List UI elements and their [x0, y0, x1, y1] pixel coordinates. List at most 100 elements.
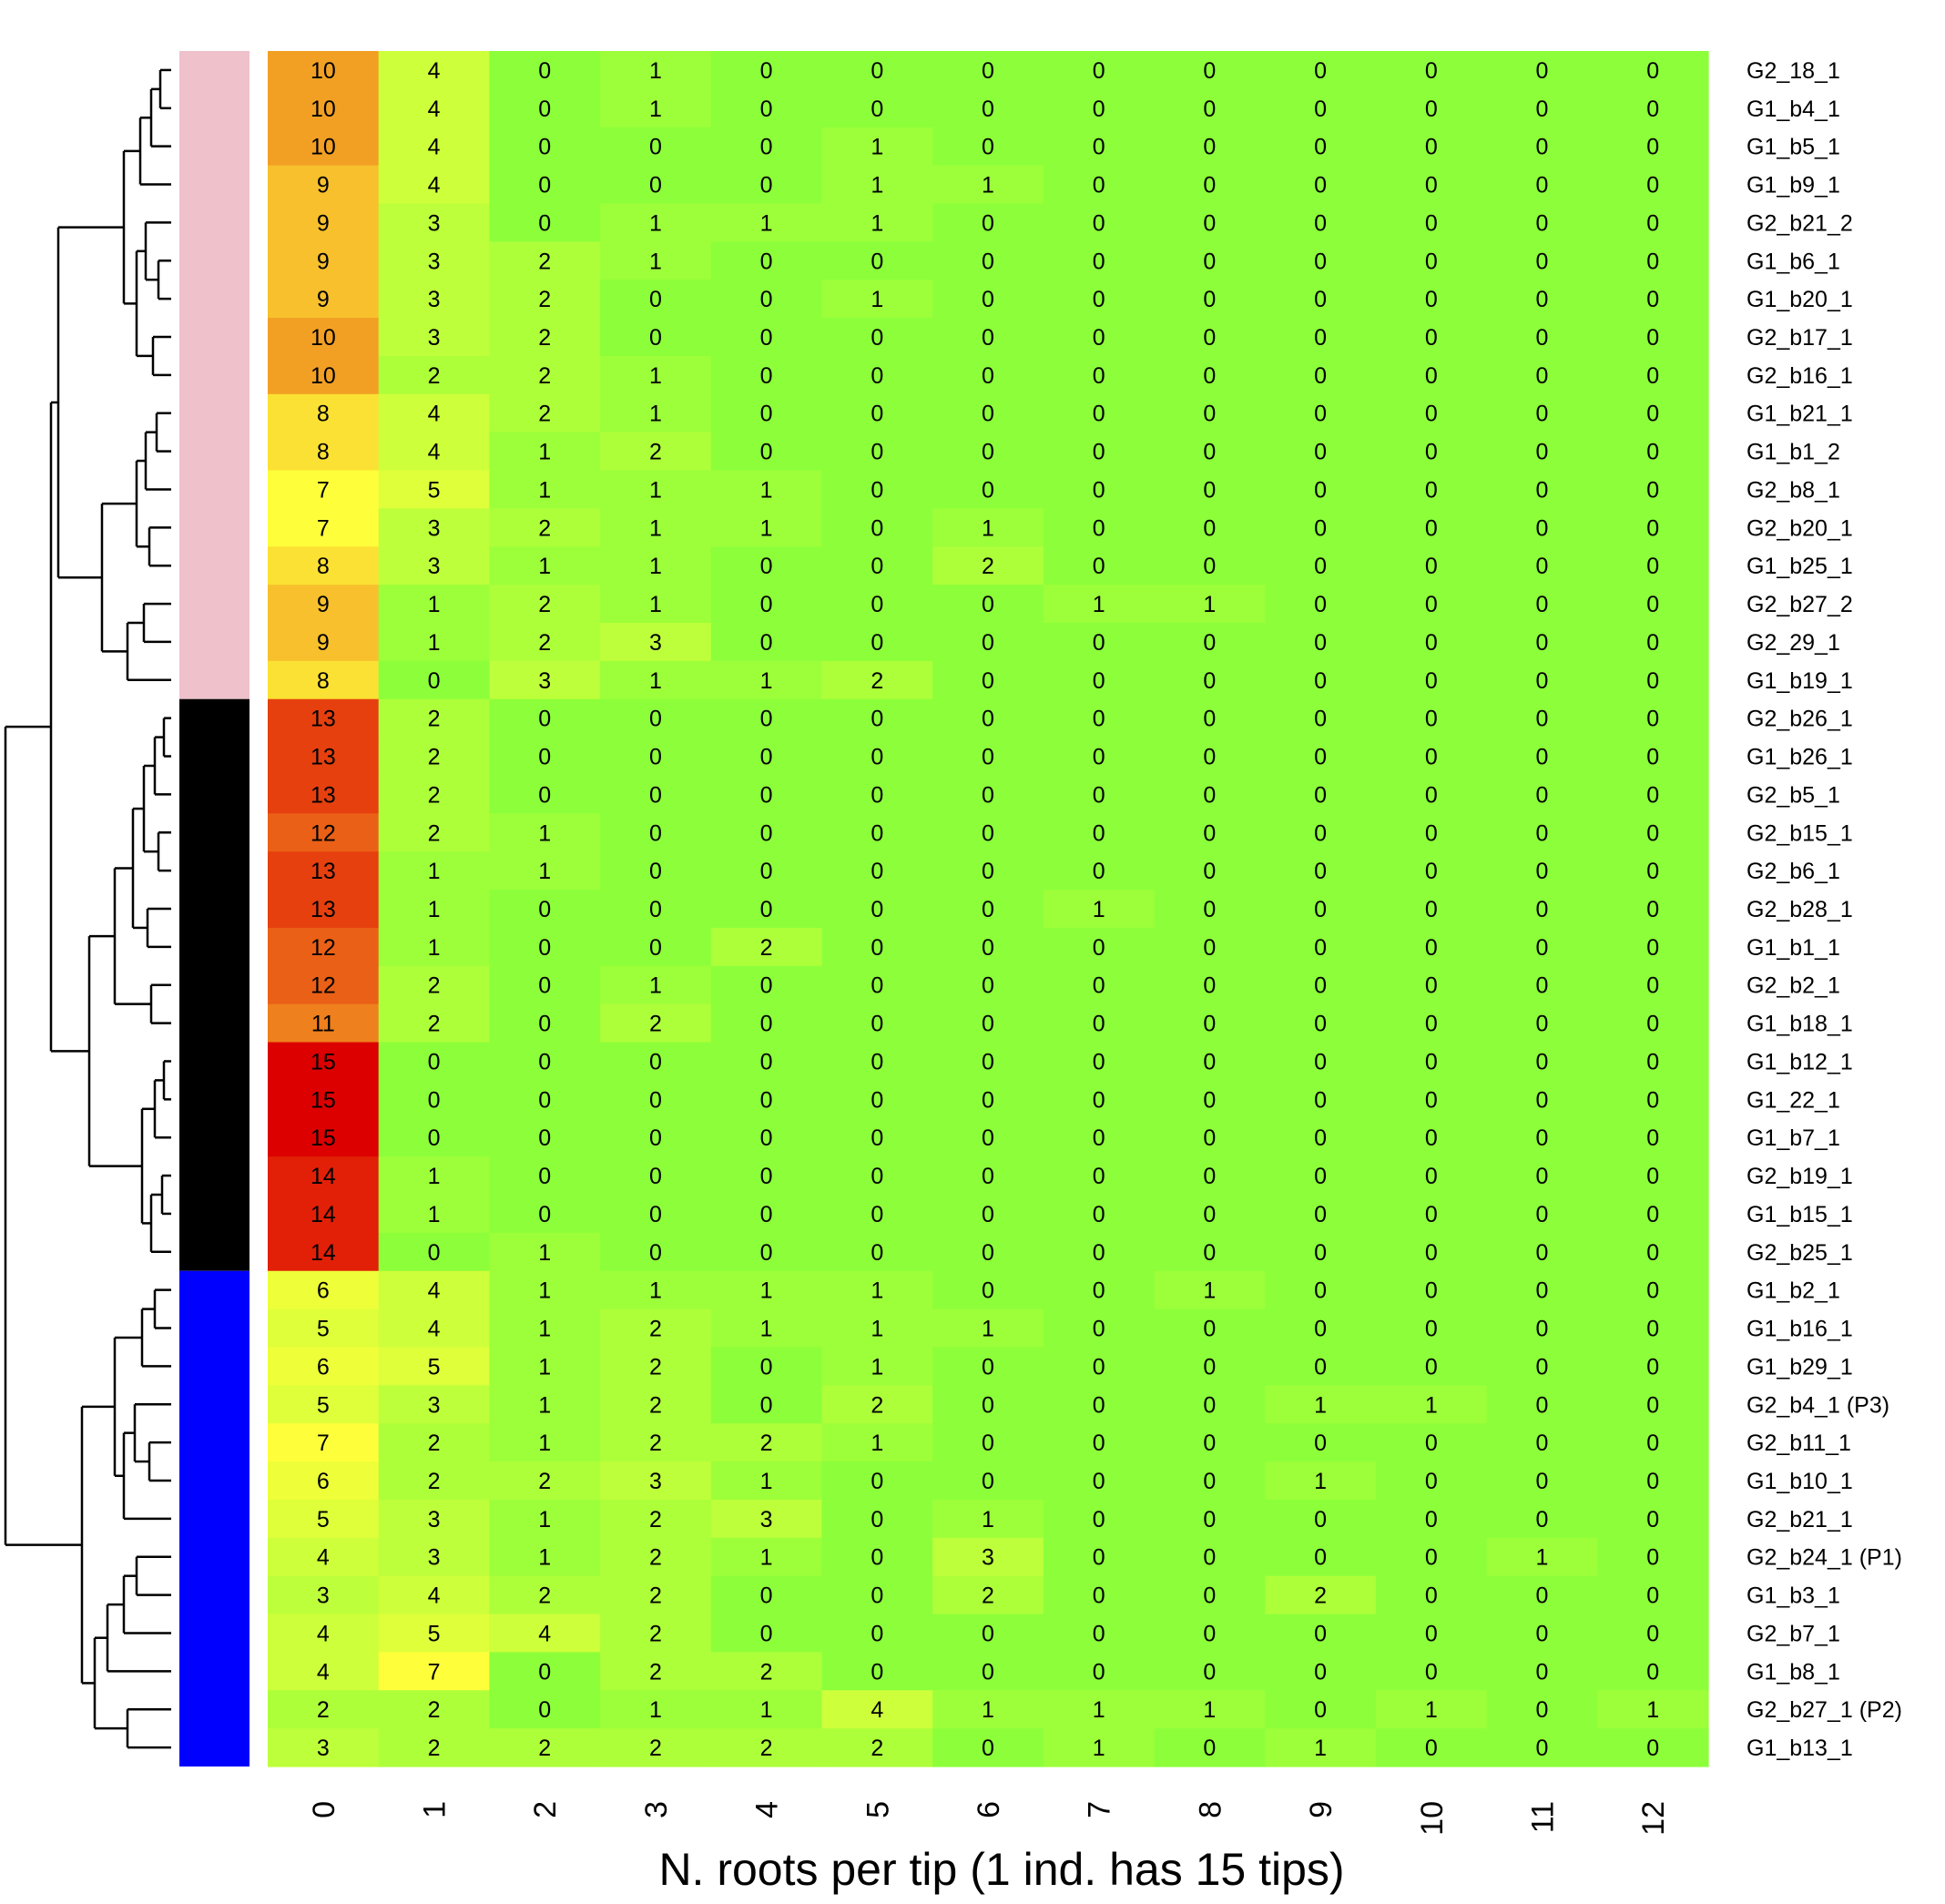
heatmap-cell: [1486, 1042, 1598, 1081]
heatmap-cell: [1265, 508, 1377, 547]
heatmap-cell: [1043, 1423, 1156, 1462]
cell-value: 0: [1314, 515, 1327, 541]
row-label: G1_b12_1: [1746, 1049, 1853, 1074]
heatmap-cell: [1043, 1232, 1156, 1272]
cell-value: 0: [1536, 554, 1549, 579]
cell-value: 7: [428, 1659, 441, 1685]
heatmap-cell: [932, 851, 1044, 891]
heatmap-cell: [1265, 1003, 1377, 1044]
heatmap-cell: [378, 1156, 490, 1196]
heatmap-cell: [268, 660, 380, 700]
heatmap-cell: [378, 623, 490, 662]
cell-value: 0: [982, 782, 994, 808]
cell-value: 1: [1536, 1545, 1549, 1571]
heatmap-cell: [1597, 1118, 1709, 1157]
heatmap-cell: [378, 127, 490, 167]
cell-value: 0: [1314, 668, 1327, 694]
heatmap-cell: [710, 813, 823, 852]
heatmap-cell: [932, 1042, 1044, 1081]
cell-value: 0: [1203, 58, 1216, 84]
heatmap-cell: [268, 1080, 380, 1119]
heatmap-cell: [1375, 1499, 1488, 1539]
heatmap-cell: [932, 813, 1044, 852]
heatmap-cell: [600, 1385, 712, 1424]
cell-value: 0: [1646, 745, 1659, 770]
row-label: G1_b19_1: [1746, 668, 1853, 694]
heatmap-cell: [1154, 737, 1266, 777]
cell-value: 0: [649, 745, 662, 770]
heatmap-cell: [1597, 1042, 1709, 1081]
row-label: G2_29_1: [1746, 630, 1840, 656]
cell-value: 13: [311, 745, 336, 770]
cell-value: 0: [760, 745, 773, 770]
cell-value: 0: [1203, 1659, 1216, 1685]
heatmap-cell: [821, 1232, 933, 1272]
cell-value: 1: [1425, 1697, 1438, 1723]
cell-value: 0: [1536, 630, 1549, 656]
heatmap-cell: [1375, 88, 1488, 128]
row-dendrogram: [4, 68, 171, 1749]
cell-value: 0: [1425, 1431, 1438, 1456]
cell-value: 0: [1536, 515, 1549, 541]
cell-value: 0: [1536, 325, 1549, 351]
heatmap-cell: [1486, 813, 1598, 852]
heatmap-cell: [710, 393, 823, 433]
heatmap-cell: [932, 927, 1044, 967]
row-label: G2_b8_1: [1746, 477, 1840, 503]
cell-value: 0: [1425, 135, 1438, 160]
cell-value: 0: [1536, 1278, 1549, 1304]
heatmap-cell: [932, 470, 1044, 509]
cell-value: 13: [311, 782, 336, 808]
heatmap-cell: [600, 1652, 712, 1691]
heatmap-cell: [710, 927, 823, 967]
heatmap-cell: [1154, 1690, 1266, 1729]
cell-value: 0: [1536, 935, 1549, 961]
heatmap-cell: [710, 737, 823, 777]
cell-value: 2: [649, 1012, 662, 1037]
heatmap-cell: [489, 355, 601, 395]
heatmap-cell: [1043, 1118, 1156, 1157]
cell-value: 0: [1425, 1469, 1438, 1494]
heatmap-cell: [378, 927, 490, 967]
cell-value: 0: [760, 782, 773, 808]
cell-value: 1: [538, 1317, 551, 1342]
heatmap-cell: [600, 280, 712, 319]
cell-value: 0: [982, 477, 994, 503]
heatmap-cell: [1375, 585, 1488, 624]
cell-value: 0: [871, 592, 883, 617]
cell-value: 0: [1093, 1392, 1105, 1418]
heatmap-cell: [710, 1156, 823, 1196]
heatmap-cell: [268, 585, 380, 624]
cell-value: 15: [311, 1049, 336, 1074]
heatmap-cell: [489, 203, 601, 242]
cell-value: 0: [1093, 515, 1105, 541]
heatmap-cell: [1265, 1385, 1377, 1424]
heatmap-cell: [1597, 1690, 1709, 1729]
cell-value: 0: [1425, 210, 1438, 236]
cell-value: 1: [760, 1469, 773, 1494]
heatmap-cell: [378, 965, 490, 1005]
cell-value: 0: [1646, 402, 1659, 427]
heatmap-cell: [1486, 1003, 1598, 1044]
cell-value: 0: [1093, 554, 1105, 579]
heatmap-cell: [1154, 508, 1266, 547]
cell-value: 0: [1314, 1659, 1327, 1685]
heatmap-cell: [1043, 355, 1156, 395]
heatmap-cell: [1375, 1042, 1488, 1081]
cell-value: 0: [1536, 820, 1549, 846]
cell-value: 3: [428, 287, 441, 312]
cell-value: 1: [649, 592, 662, 617]
column-label: 9: [1304, 1801, 1339, 1818]
heatmap-cell: [1486, 280, 1598, 319]
heatmap-cell: [1375, 1614, 1488, 1653]
heatmap-cell: [489, 546, 601, 585]
heatmap-cell: [600, 1614, 712, 1653]
heatmap-cell: [932, 165, 1044, 205]
heatmap-cell: [268, 1614, 380, 1653]
cell-value: 0: [1425, 782, 1438, 808]
cell-value: 0: [1203, 287, 1216, 312]
row-label: G1_b29_1: [1746, 1354, 1853, 1380]
cell-value: 0: [1203, 1736, 1216, 1761]
heatmap-cell: [932, 1423, 1044, 1462]
heatmap-cell: [1486, 1080, 1598, 1119]
